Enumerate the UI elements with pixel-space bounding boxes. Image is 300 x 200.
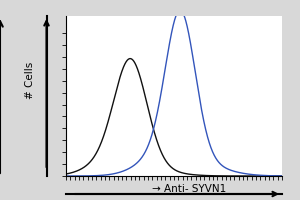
Text: → Anti- SYVN1: → Anti- SYVN1 bbox=[152, 184, 226, 194]
Text: # Cells: # Cells bbox=[25, 61, 35, 99]
